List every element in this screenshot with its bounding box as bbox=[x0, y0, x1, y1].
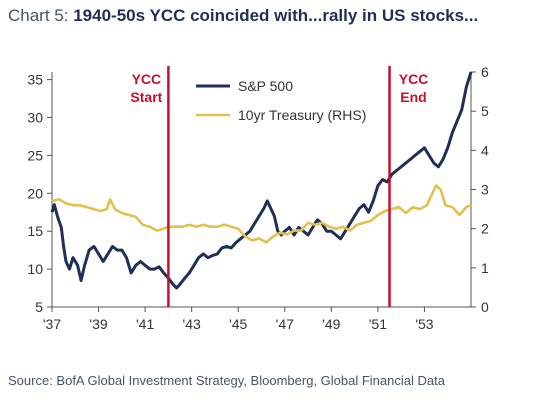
x-tick-label: '53 bbox=[415, 316, 433, 332]
ycc-markers: YCC Start YCC End bbox=[130, 66, 428, 307]
sp500-line bbox=[50, 71, 473, 290]
left-tick-label: 35 bbox=[27, 72, 43, 88]
axes: 5 10 15 20 25 30 35 0 1 2 3 4 5 6 '37 '39 '41 '43 '45 '47 '4… bbox=[27, 64, 489, 332]
left-tick-label: 10 bbox=[27, 261, 43, 277]
x-tick-label: '49 bbox=[322, 316, 340, 332]
chart-title: Chart 5: 1940-50s YCC coincided with...r… bbox=[8, 6, 478, 26]
left-tick-label: 25 bbox=[27, 147, 43, 163]
chart-title-main: 1940-50s YCC coincided with...rally in U… bbox=[73, 6, 479, 25]
x-tick-label: '47 bbox=[276, 316, 294, 332]
right-tick-label: 3 bbox=[481, 182, 489, 198]
ycc-marker-label: Start bbox=[130, 89, 162, 105]
legend: S&P 500 10yr Treasury (RHS) bbox=[196, 78, 366, 123]
left-tick-label: 5 bbox=[35, 299, 43, 315]
x-tick-label: '37 bbox=[43, 316, 61, 332]
legend-label: S&P 500 bbox=[238, 78, 293, 94]
left-tick-label: 20 bbox=[27, 185, 43, 201]
x-tick-label: '39 bbox=[89, 316, 107, 332]
right-tick-label: 0 bbox=[481, 299, 489, 315]
right-tick-label: 6 bbox=[481, 64, 489, 80]
left-tick-label: 15 bbox=[27, 223, 43, 239]
chart-title-prefix: Chart 5: bbox=[8, 6, 69, 25]
x-tick-label: '43 bbox=[183, 316, 201, 332]
legend-label: 10yr Treasury (RHS) bbox=[238, 107, 366, 123]
x-tick-label: '51 bbox=[369, 316, 387, 332]
left-tick-label: 30 bbox=[27, 109, 43, 125]
x-tick-label: '41 bbox=[136, 316, 154, 332]
treasury-line bbox=[51, 184, 472, 244]
right-tick-label: 1 bbox=[481, 260, 489, 276]
series-layer bbox=[50, 71, 473, 290]
right-tick-label: 2 bbox=[481, 221, 489, 237]
source-note: Source: BofA Global Investment Strategy,… bbox=[8, 373, 445, 388]
ycc-marker-label: End bbox=[400, 89, 426, 105]
x-tick-label: '45 bbox=[229, 316, 247, 332]
ycc-marker-label: YCC bbox=[132, 71, 162, 87]
ycc-marker-label: YCC bbox=[399, 71, 429, 87]
right-tick-label: 5 bbox=[481, 103, 489, 119]
right-tick-label: 4 bbox=[481, 142, 489, 158]
